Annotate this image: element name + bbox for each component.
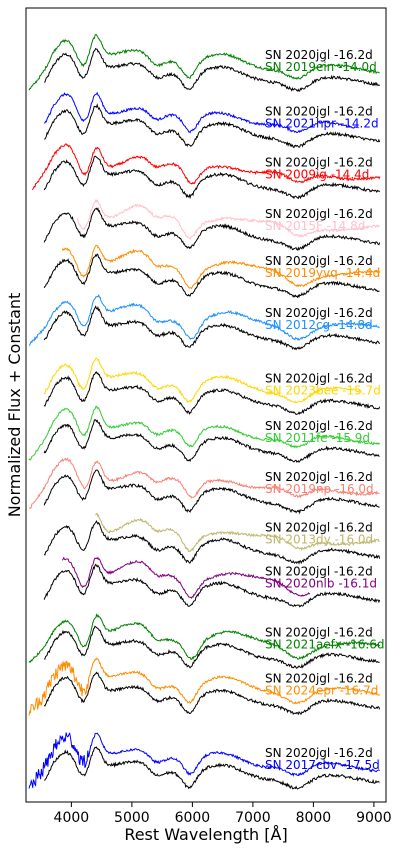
comparison-spectrum-10 <box>95 512 380 553</box>
reference-spectrum-7 <box>43 371 381 416</box>
comparison-spectrum-8 <box>28 405 381 461</box>
reference-spectrum-5 <box>43 253 380 299</box>
reference-spectrum-8 <box>43 418 380 463</box>
x-tick-label-4000: 4000 <box>54 810 90 826</box>
comparison-spectrum-13 <box>28 657 381 716</box>
comparison-spectrum-6 <box>28 293 380 346</box>
y-axis-label: Normalized Flux + Constant <box>5 293 24 518</box>
reference-label-12: SN 2020jgl -16.2d <box>265 625 373 639</box>
reference-label-8: SN 2020jgl -16.2d <box>265 419 373 433</box>
comparison-label-13: SN 2024epr -16.7d <box>265 683 378 697</box>
reference-label-10: SN 2020jgl -16.2d <box>265 521 373 535</box>
comparison-spectrum-2 <box>44 91 359 134</box>
reference-spectrum-9 <box>43 469 380 515</box>
plot-frame <box>25 7 387 803</box>
comparison-spectrum-5 <box>61 244 381 290</box>
reference-label-3: SN 2020jgl -16.2d <box>265 155 373 169</box>
reference-spectrum-3 <box>43 155 381 200</box>
reference-label-7: SN 2020jgl -16.2d <box>265 371 373 385</box>
reference-spectrum-2 <box>44 103 381 149</box>
reference-label-5: SN 2020jgl -16.2d <box>265 254 373 268</box>
x-tick-label-5000: 5000 <box>114 810 150 826</box>
comparison-label-9: SN 2019np -16.0d <box>265 482 374 496</box>
comparison-spectrum-1 <box>28 33 380 91</box>
comparison-label-5: SN 2019yvq -14.4d <box>265 266 380 280</box>
comparison-label-7: SN 2023bee -15.7d <box>265 383 381 397</box>
x-tick-label-7000: 7000 <box>235 810 271 826</box>
x-tick-label-6000: 6000 <box>175 810 211 826</box>
comparison-spectrum-14 <box>28 732 380 789</box>
comparison-label-3: SN 2009ig -14.4d <box>265 167 369 181</box>
reference-label-13: SN 2020jgl -16.2d <box>265 671 373 685</box>
comparison-spectrum-12 <box>28 613 380 663</box>
comparison-label-2: SN 2021hpr -14.2d <box>265 117 379 131</box>
reference-spectrum-4 <box>43 207 381 251</box>
comparison-label-10: SN 2013dy -16.0d <box>265 533 373 547</box>
comparison-spectrum-9 <box>28 457 380 509</box>
reference-spectrum-6 <box>43 305 381 351</box>
x-axis-label: Rest Wavelength [Å] <box>124 825 287 844</box>
reference-label-14: SN 2020jgl -16.2d <box>265 746 373 760</box>
reference-label-11: SN 2020jgl -16.2d <box>265 564 373 578</box>
reference-label-1: SN 2020jgl -16.2d <box>265 48 373 62</box>
comparison-label-14: SN 2017cbv -17.5d <box>265 758 380 772</box>
reference-spectrum-1 <box>44 47 380 92</box>
x-tick-label-9000: 9000 <box>356 810 392 826</box>
reference-spectrum-11 <box>43 563 381 608</box>
reference-spectrum-14 <box>44 746 380 790</box>
x-tick-label-8000: 8000 <box>296 810 332 826</box>
comparison-label-12: SN 2021aefx -16.6d <box>265 637 385 651</box>
comparison-spectrum-7 <box>44 357 362 404</box>
comparison-label-8: SN 2011fe -15.9d <box>265 431 370 445</box>
comparison-label-6: SN 2012cg -14.8d <box>265 318 373 332</box>
comparison-spectrum-4 <box>76 198 380 240</box>
reference-spectrum-12 <box>43 625 380 670</box>
reference-label-4: SN 2020jgl -16.2d <box>265 207 373 221</box>
comparison-spectrum-11 <box>61 556 311 599</box>
comparison-label-1: SN 2019ein -14.0d <box>265 60 377 74</box>
reference-label-9: SN 2020jgl -16.2d <box>265 470 373 484</box>
reference-spectrum-13 <box>43 671 381 716</box>
comparison-label-11: SN 2020nlb -16.1d <box>265 576 377 590</box>
reference-spectrum-10 <box>43 519 381 565</box>
reference-label-6: SN 2020jgl -16.2d <box>265 306 373 320</box>
comparison-spectrum-3 <box>31 143 381 191</box>
comparison-label-4: SN 2015F -14.8d <box>265 219 365 233</box>
reference-label-2: SN 2020jgl -16.2d <box>265 105 373 119</box>
